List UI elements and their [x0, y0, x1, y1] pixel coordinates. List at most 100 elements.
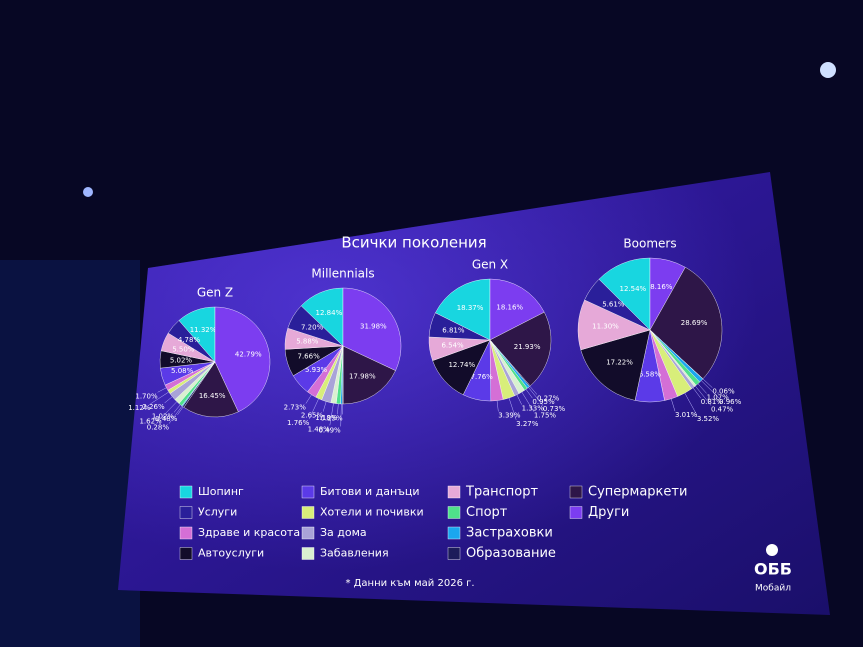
pie-slice — [167, 320, 216, 363]
slice-label: 11.32% — [190, 326, 217, 334]
slice-label: 0.95% — [532, 398, 555, 406]
legend: Шопинг Услуги Здраве и красота Автоуслуги Би… — [179, 485, 687, 561]
pie-slice — [580, 329, 651, 401]
slice-label: 0.81% — [701, 398, 724, 406]
leader-line — [150, 391, 169, 405]
pie-slice — [584, 278, 651, 331]
slice-label: 1.12% — [128, 404, 151, 412]
slice-label: 7.76% — [471, 373, 494, 381]
leader-line — [157, 387, 167, 393]
pie-title: Gen Z — [197, 286, 233, 300]
slice-label: 6.54% — [441, 342, 464, 350]
logo-icon — [766, 544, 778, 556]
slice-label: 0.96% — [719, 398, 742, 406]
leader-line — [702, 378, 713, 388]
legend-label: Забавления — [320, 547, 389, 560]
leader-line — [508, 397, 517, 420]
slice-label: 5.88% — [296, 337, 319, 345]
leader-line — [525, 389, 533, 399]
slice-label: 0.48% — [155, 415, 178, 423]
stage-light — [820, 62, 836, 78]
slide-title: Всички поколения — [341, 234, 486, 252]
slice-label: 0.25% — [320, 414, 343, 422]
pie-slice — [489, 311, 552, 387]
pie-slice — [342, 345, 396, 405]
leader-line — [305, 394, 312, 404]
pie-title: Gen X — [472, 258, 508, 272]
pie-slice — [214, 306, 271, 413]
slice-label: 17.22% — [606, 359, 633, 367]
legend-swatch — [301, 485, 315, 499]
slice-label: 5.93% — [305, 366, 328, 374]
slice-label: 3.39% — [498, 411, 521, 419]
leader-line — [692, 387, 701, 399]
pie-slice — [342, 287, 402, 371]
legend-swatch — [179, 547, 193, 560]
slice-label: 1.62% — [139, 417, 162, 425]
slice-label: 12.74% — [448, 361, 475, 369]
slice-label: 8.16% — [650, 283, 673, 291]
leader-line — [168, 405, 183, 424]
leader-line — [528, 387, 544, 406]
slice-label: 12.54% — [620, 285, 647, 293]
slice-label: 3.52% — [697, 415, 720, 423]
pie-title: Boomers — [623, 237, 676, 251]
slice-label: 1.76% — [287, 419, 310, 427]
slice-label: 17.98% — [349, 372, 376, 380]
legend-swatch — [569, 506, 583, 519]
slice-label: 7.20% — [301, 324, 324, 332]
slice-label: 16.45% — [199, 392, 226, 400]
leader-line — [161, 401, 178, 418]
legend-label: Застраховки — [466, 526, 553, 541]
slice-label: 12.84% — [316, 309, 343, 317]
slice-label: 2.65% — [301, 412, 324, 420]
pie-slice — [435, 278, 491, 341]
legend-label: Услуги — [198, 506, 237, 519]
slice-label: 3.01% — [675, 411, 698, 419]
legend-swatch — [447, 526, 461, 540]
legend-swatch — [447, 485, 461, 499]
legend-label: Автоуслуги — [198, 547, 264, 560]
footnote: * Данни към май 2026 г. — [345, 578, 474, 589]
slice-label: 1.33% — [522, 405, 545, 413]
slice-label: 5.08% — [171, 367, 194, 375]
legend-swatch — [179, 506, 193, 519]
leader-line — [521, 391, 535, 412]
slice-label: 2.26% — [142, 403, 165, 411]
legend-label: Хотели и почивки — [320, 506, 424, 519]
legend-label: Спорт — [466, 505, 508, 520]
slice-label: 6.81% — [442, 326, 465, 334]
slice-label: 1.70% — [135, 392, 158, 400]
logo-name: ОББ — [754, 560, 792, 579]
pie-slice — [183, 361, 239, 418]
slice-label: 5.02% — [170, 356, 193, 364]
leader-line — [329, 403, 334, 426]
stage-light — [83, 187, 93, 197]
legend-label: Здраве и красота — [198, 526, 300, 539]
slice-label: 1.02% — [152, 412, 175, 420]
slice-label: 2.73% — [284, 403, 307, 411]
legend-label: Други — [588, 505, 629, 520]
legend-label: Шопинг — [198, 485, 244, 498]
leader-line — [177, 406, 184, 416]
leader-line — [322, 401, 327, 412]
slice-label: 1.18% — [315, 414, 338, 422]
leader-line — [173, 404, 181, 413]
pie-slice — [287, 305, 344, 347]
slice-label: 0.06% — [712, 388, 735, 396]
slice-label: 6.58% — [639, 371, 662, 379]
slice-label: 1.48% — [308, 425, 331, 433]
leader-line — [701, 380, 720, 399]
slice-label: 4.78% — [178, 336, 201, 344]
leader-line — [670, 398, 676, 412]
leader-line — [496, 400, 499, 412]
pie-slice — [598, 257, 651, 331]
slice-label: 18.16% — [496, 304, 523, 312]
slice-label: 3.27% — [516, 420, 539, 428]
leader-line — [337, 403, 339, 415]
leader-line — [684, 392, 698, 416]
legend-swatch — [179, 485, 193, 499]
slice-label: 1.75% — [534, 412, 557, 420]
